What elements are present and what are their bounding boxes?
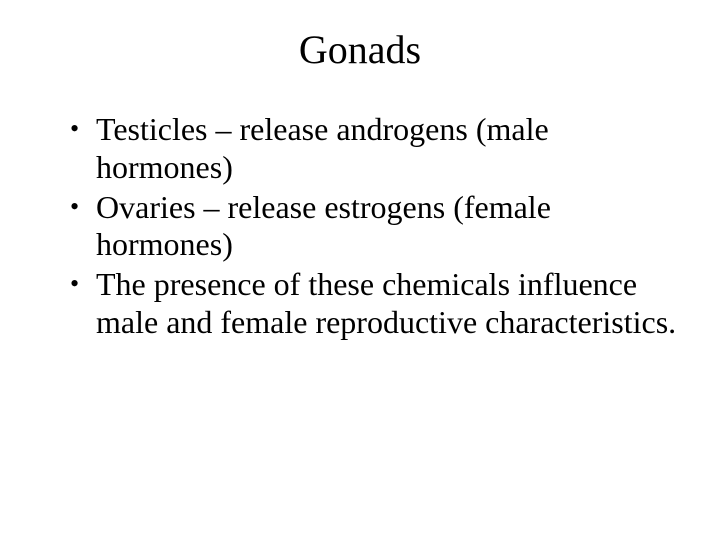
slide-title: Gonads — [40, 26, 680, 73]
list-item: Ovaries – release estrogens (female horm… — [70, 189, 680, 265]
list-item: Testicles – release androgens (male horm… — [70, 111, 680, 187]
list-item: The presence of these chemicals influenc… — [70, 266, 680, 342]
slide: Gonads Testicles – release androgens (ma… — [0, 0, 720, 540]
bullet-list: Testicles – release androgens (male horm… — [40, 111, 680, 342]
